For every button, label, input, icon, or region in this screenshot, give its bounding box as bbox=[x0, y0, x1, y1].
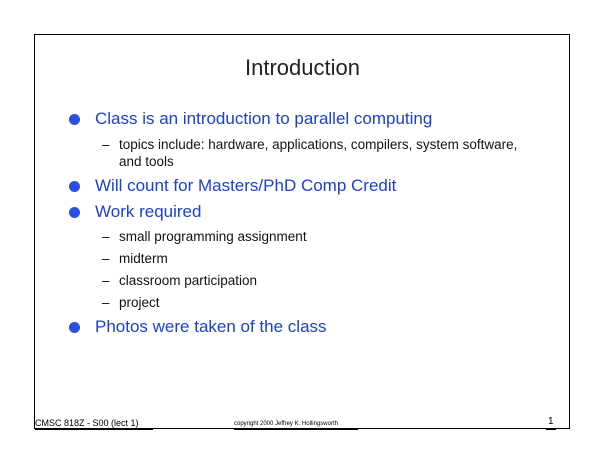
page-number: 1 bbox=[548, 416, 554, 427]
sub-item-text: midterm bbox=[119, 251, 168, 266]
bullet-text: Work required bbox=[95, 202, 202, 221]
sub-item-text: topics include: hardware, applications, … bbox=[119, 137, 518, 169]
sub-item: – classroom participation bbox=[102, 272, 258, 289]
dash-marker: – bbox=[102, 137, 110, 152]
bullet-item: Photos were taken of the class bbox=[69, 317, 327, 337]
copyright-underline bbox=[234, 429, 358, 430]
bullet-dot-icon bbox=[69, 207, 80, 218]
dash-marker: – bbox=[102, 273, 110, 288]
page-number-underline bbox=[546, 429, 556, 430]
slide-title: Introduction bbox=[245, 55, 360, 80]
sub-item: – midterm bbox=[102, 250, 168, 267]
course-underline bbox=[35, 429, 153, 430]
bullet-text: Will count for Masters/PhD Comp Credit bbox=[95, 176, 397, 195]
bullet-dot-icon bbox=[69, 322, 80, 333]
sub-item: – small programming assignment bbox=[102, 228, 307, 245]
dash-marker: – bbox=[102, 229, 110, 244]
course-label: CMSC 818Z - S00 (lect 1) bbox=[35, 418, 139, 428]
bullet-item: Class is an introduction to parallel com… bbox=[69, 109, 433, 129]
sub-item-text: small programming assignment bbox=[119, 229, 307, 244]
dash-marker: – bbox=[102, 295, 110, 310]
bullet-dot-icon bbox=[69, 181, 80, 192]
sub-item-text: classroom participation bbox=[119, 273, 258, 288]
bullet-item: Work required bbox=[69, 202, 202, 222]
slide-frame bbox=[34, 34, 570, 429]
sub-item: – topics include: hardware, applications… bbox=[102, 136, 519, 170]
bullet-text: Class is an introduction to parallel com… bbox=[95, 109, 433, 128]
sub-item-text: project bbox=[119, 295, 160, 310]
bullet-dot-icon bbox=[69, 114, 80, 125]
copyright-notice: copyright 2000 Jeffrey K. Hollingsworth bbox=[234, 421, 338, 427]
dash-marker: – bbox=[102, 251, 110, 266]
bullet-item: Will count for Masters/PhD Comp Credit bbox=[69, 176, 397, 196]
sub-item: – project bbox=[102, 294, 160, 311]
bullet-text: Photos were taken of the class bbox=[95, 317, 327, 336]
